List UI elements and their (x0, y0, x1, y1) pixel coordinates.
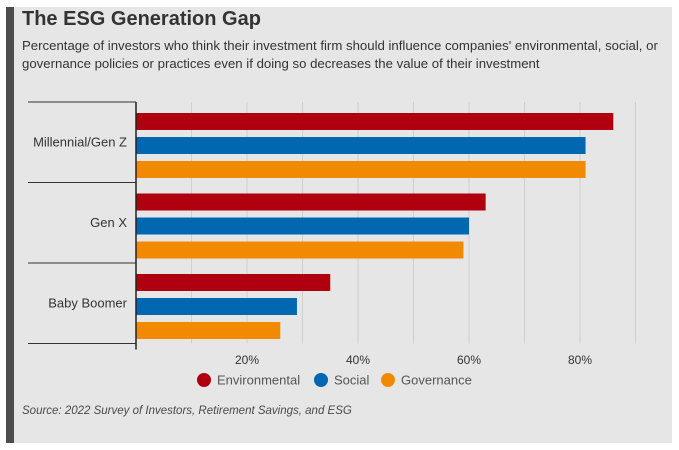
x-tick-label: 80% (568, 353, 592, 367)
chart-title: The ESG Generation Gap (22, 8, 261, 30)
legend-label: Environmental (217, 373, 300, 388)
category-label: Millennial/Gen Z (33, 134, 127, 149)
x-tick-label: 40% (346, 353, 370, 367)
category-label: Baby Boomer (48, 295, 127, 310)
bar-environmental (136, 193, 486, 211)
category-labels: Millennial/Gen Z Gen X Baby Boomer (33, 134, 128, 310)
legend-label: Governance (401, 373, 472, 388)
bar-environmental (136, 274, 331, 291)
bar-environmental (136, 113, 614, 130)
chart-subtitle: Percentage of investors who think their … (22, 38, 658, 71)
axes (28, 101, 137, 350)
bar-governance (136, 241, 464, 259)
bars (136, 113, 614, 339)
x-tick-label: 60% (457, 353, 481, 367)
legend-marker-environmental (197, 373, 211, 387)
bar-governance (136, 161, 586, 178)
bar-social (136, 217, 469, 235)
category-label: Gen X (90, 215, 127, 230)
accent-bar (6, 7, 14, 443)
x-tick-label: 20% (235, 353, 259, 367)
legend-marker-governance (381, 373, 395, 387)
bar-chart: Millennial/Gen Z Gen X Baby Boomer 20% 40% 6… (28, 101, 636, 388)
legend: Environmental Social Governance (197, 373, 472, 388)
bar-governance (136, 322, 281, 339)
legend-marker-social (314, 373, 328, 387)
x-tick-labels: 20% 40% 60% 80% (235, 353, 592, 367)
bar-social (136, 298, 297, 315)
bar-social (136, 137, 586, 154)
legend-label: Social (334, 373, 370, 388)
source-note: Source: 2022 Survey of Investors, Retire… (22, 405, 352, 417)
